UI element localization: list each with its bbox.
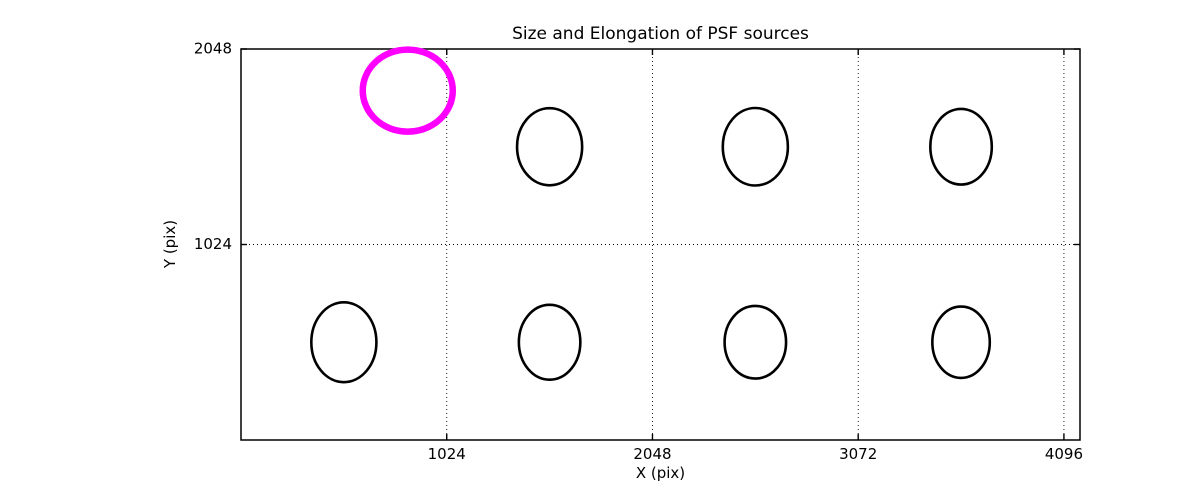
psf-sources-ellipse: [517, 303, 582, 381]
x-tick-label: 1024: [428, 445, 466, 463]
y-tick-label: 2048: [194, 40, 232, 58]
x-axis-label: X (pix): [635, 464, 686, 482]
psf-sources-ellipse: [723, 304, 788, 380]
psf-sources-ellipse: [931, 305, 992, 380]
chart-title: Size and Elongation of PSF sources: [512, 24, 809, 44]
x-tick-label: 3072: [839, 445, 877, 463]
psf-sources-ellipse: [515, 106, 584, 187]
x-tick-label: 2048: [633, 445, 671, 463]
psf-sources-ellipse: [929, 107, 994, 186]
psf-sources-ellipse: [721, 106, 790, 187]
y-tick-label: 1024: [194, 235, 232, 253]
x-tick-label: 4096: [1045, 445, 1083, 463]
outlier-source-ellipse: [359, 46, 457, 135]
y-axis-label: Y (pix): [161, 219, 179, 269]
psf-sources-ellipse: [310, 301, 378, 384]
